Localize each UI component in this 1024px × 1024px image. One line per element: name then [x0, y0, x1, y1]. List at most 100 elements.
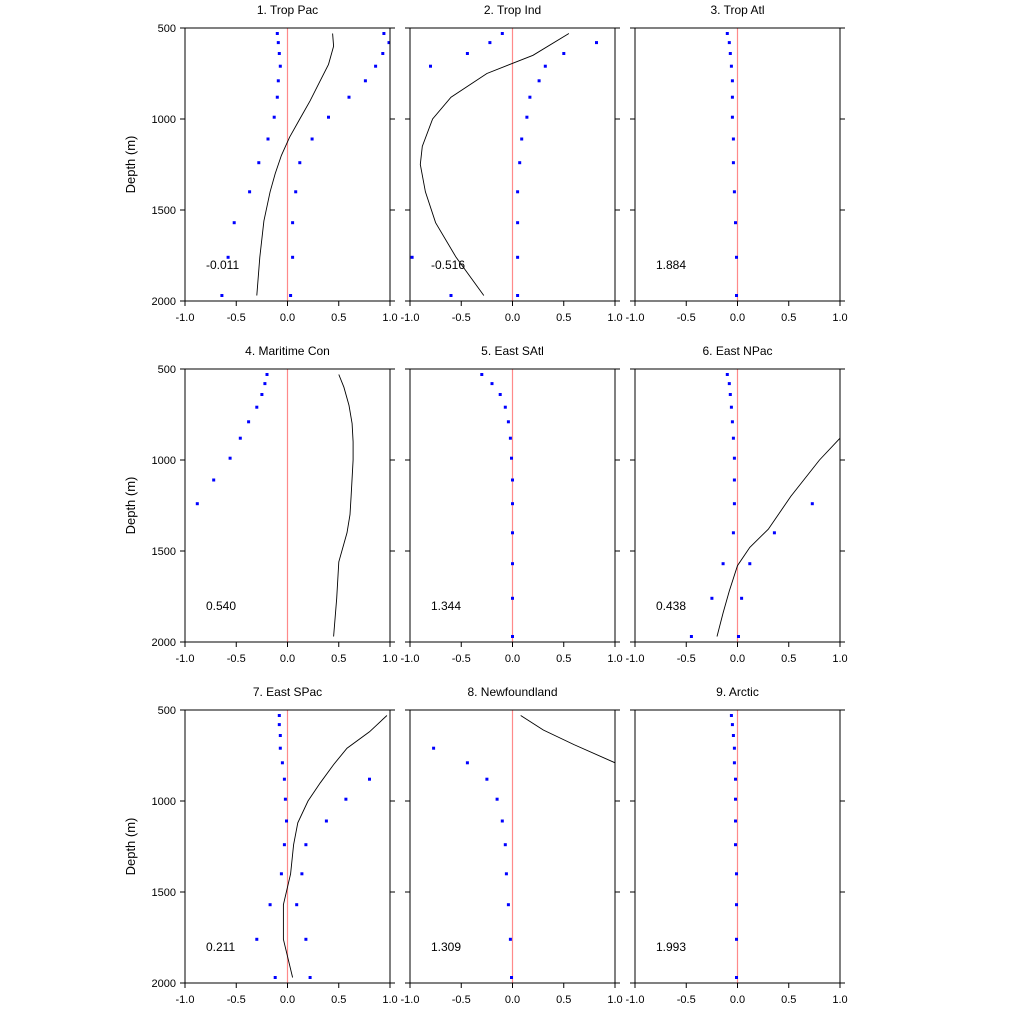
x-tick-label: -0.5 — [677, 994, 696, 1006]
data-point-series-1 — [735, 872, 738, 876]
x-tick-label: -1.0 — [401, 994, 420, 1006]
data-point-series-1 — [730, 723, 734, 727]
data-point-series-2 — [304, 937, 308, 941]
data-point-series-1 — [734, 777, 737, 781]
data-point-series-1 — [510, 456, 513, 460]
y-tick-label: 2000 — [152, 978, 176, 990]
data-point-series-1 — [432, 746, 436, 750]
data-point-series-1 — [710, 596, 714, 600]
panel-2: 2. Trop Ind -1.0 -0.5 0.0 0.5 1.0 -0.516 — [401, 3, 623, 324]
data-point-series-2 — [810, 502, 814, 506]
data-point-series-1 — [735, 294, 738, 297]
data-point-series-2 — [300, 872, 304, 876]
data-point-series-1 — [732, 746, 736, 750]
data-point-series-2 — [381, 52, 385, 55]
data-point-series-2 — [291, 255, 295, 259]
data-point-series-2 — [344, 797, 348, 801]
data-point-series-2 — [294, 190, 298, 194]
panel-title: 8. Newfoundland — [467, 685, 557, 699]
x-tick-label: 0.0 — [730, 312, 745, 324]
data-point-series-1 — [232, 221, 236, 225]
y-tick-label: 500 — [158, 364, 176, 376]
data-point-series-1 — [276, 79, 280, 83]
x-tick-label: 0.5 — [331, 312, 346, 324]
data-point-series-1 — [735, 976, 738, 979]
data-point-series-2 — [520, 137, 524, 141]
y-tick-label: 500 — [158, 705, 176, 717]
x-tick-label: -1.0 — [176, 994, 195, 1006]
x-tick-label: 0.0 — [730, 653, 745, 665]
x-tick-label: 0.5 — [556, 653, 571, 665]
data-point-series-1 — [265, 373, 269, 376]
y-axis-label: Depth (m) — [123, 477, 138, 535]
data-point-series-1 — [730, 95, 734, 99]
panel-title: 7. East SPac — [253, 685, 322, 699]
panel-title: 2. Trop Ind — [484, 3, 541, 17]
data-point-series-2 — [347, 95, 351, 99]
x-tick-label: 0.0 — [280, 312, 295, 324]
x-tick-label: 0.5 — [331, 653, 346, 665]
panel-title: 3. Trop Atl — [710, 3, 764, 17]
data-point-series-1 — [465, 52, 469, 55]
data-point-series-1 — [278, 64, 282, 68]
x-tick-label: 1.0 — [382, 312, 397, 324]
x-tick-label: 0.5 — [556, 994, 571, 1006]
data-point-series-1 — [689, 635, 693, 638]
data-point-series-1 — [500, 32, 504, 35]
x-tick-label: 0.0 — [505, 653, 520, 665]
x-tick-label: -0.5 — [677, 653, 696, 665]
data-point-series-2 — [374, 64, 378, 68]
x-tick-label: 1.0 — [832, 653, 847, 665]
data-point-series-1 — [732, 761, 736, 765]
data-point-series-1 — [732, 502, 736, 506]
data-point-series-1 — [506, 420, 510, 424]
data-point-series-2 — [537, 79, 541, 83]
data-point-series-1 — [495, 797, 499, 801]
data-point-series-1 — [511, 502, 514, 506]
data-point-series-1 — [729, 714, 733, 717]
data-point-series-2 — [772, 531, 776, 535]
data-point-series-2 — [595, 41, 598, 45]
data-point-series-1 — [504, 872, 508, 876]
data-point-series-2 — [291, 221, 295, 225]
data-point-series-1 — [275, 32, 279, 35]
data-point-series-2 — [748, 562, 752, 566]
x-tick-label: 0.0 — [505, 994, 520, 1006]
x-tick-label: 0.0 — [280, 653, 295, 665]
data-point-series-1 — [735, 937, 738, 941]
x-tick-label: 1.0 — [607, 994, 622, 1006]
data-point-series-1 — [730, 420, 734, 424]
data-point-series-1 — [228, 456, 232, 460]
x-tick-label: 1.0 — [382, 653, 397, 665]
data-point-series-2 — [528, 95, 532, 99]
data-point-series-1 — [729, 64, 733, 68]
data-point-series-1 — [282, 843, 286, 847]
data-point-series-1 — [725, 373, 729, 376]
data-point-series-2 — [516, 190, 520, 194]
x-tick-label: -1.0 — [401, 312, 420, 324]
data-point-series-1 — [480, 373, 484, 376]
profile-curve — [282, 715, 388, 978]
data-point-series-1 — [220, 294, 224, 297]
x-tick-label: 0.0 — [280, 994, 295, 1006]
data-point-series-1 — [226, 255, 230, 259]
data-point-series-1 — [282, 777, 286, 781]
panel-4: 4. Maritime Con -1.0 -0.5 0.0 0.5 1.0 500 1000 1… — [123, 344, 398, 665]
panel-3: 3. Trop Atl -1.0 -0.5 0.0 0.5 1.0 1.884 — [626, 3, 848, 324]
x-tick-label: 1.0 — [382, 994, 397, 1006]
x-tick-label: -0.5 — [227, 312, 246, 324]
profile-curve — [716, 437, 840, 637]
data-point-series-1 — [255, 405, 259, 409]
data-point-series-1 — [730, 79, 734, 83]
x-tick-label: -0.5 — [227, 994, 246, 1006]
panel-title: 1. Trop Pac — [257, 3, 318, 17]
profile-curve — [520, 715, 615, 764]
panel-annotation: 0.438 — [656, 599, 686, 613]
data-point-series-1 — [734, 221, 737, 225]
data-point-series-1 — [508, 937, 512, 941]
panel-6: 6. East NPac -1.0 -0.5 0.0 0.5 1.0 0.438 — [626, 344, 848, 665]
x-tick-label: 0.0 — [505, 312, 520, 324]
data-point-series-1 — [732, 456, 736, 460]
panel-8: 8. Newfoundland -1.0 -0.5 0.0 0.5 1.0 1.309 — [401, 685, 623, 1006]
panel-5: 5. East SAtl -1.0 -0.5 0.0 0.5 1.0 1.344 — [401, 344, 623, 665]
